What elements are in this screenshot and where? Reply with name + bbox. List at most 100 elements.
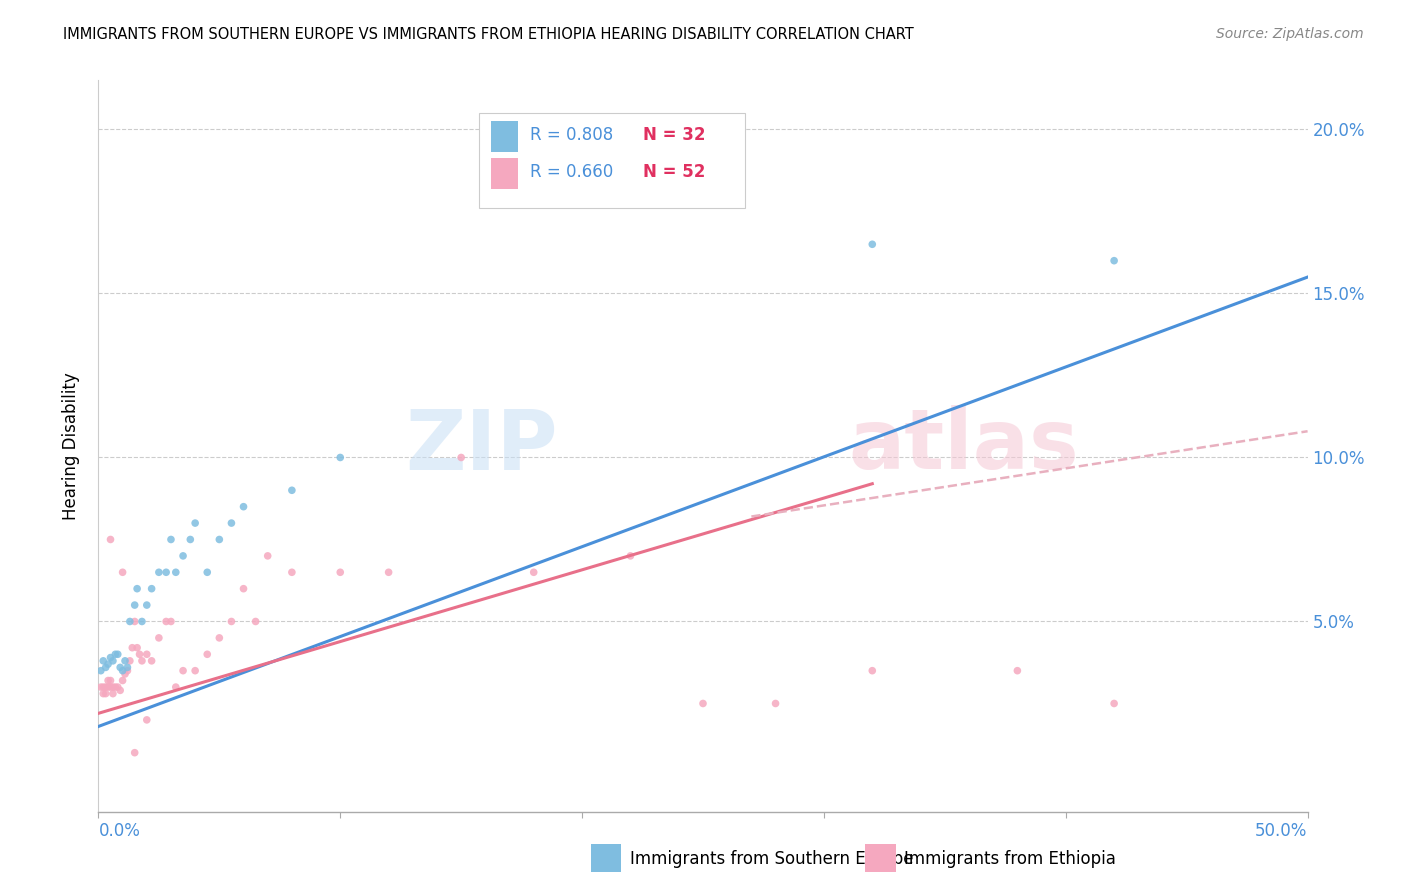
Point	[148, 566, 170, 580]
Point	[179, 533, 201, 547]
Text: IMMIGRANTS FROM SOUTHERN EUROPE VS IMMIGRANTS FROM ETHIOPIA HEARING DISABILITY C: IMMIGRANTS FROM SOUTHERN EUROPE VS IMMIG…	[63, 27, 914, 42]
Point	[155, 615, 177, 629]
Point	[184, 516, 207, 530]
Point	[195, 647, 218, 661]
Point	[101, 654, 124, 668]
Point	[523, 566, 546, 580]
Text: ZIP: ZIP	[405, 406, 558, 486]
Point	[114, 654, 136, 668]
Point	[111, 566, 134, 580]
Point	[94, 687, 117, 701]
Text: N = 32: N = 32	[643, 126, 704, 145]
Point	[124, 746, 146, 760]
Point	[281, 566, 304, 580]
Point	[172, 549, 194, 563]
Point	[221, 516, 243, 530]
Point	[160, 615, 183, 629]
Point	[100, 533, 122, 547]
Text: Immigrants from Ethiopia: Immigrants from Ethiopia	[904, 850, 1116, 868]
Text: N = 52: N = 52	[643, 162, 704, 181]
Point	[90, 680, 112, 694]
Point	[1102, 253, 1125, 268]
FancyBboxPatch shape	[492, 158, 517, 188]
Point	[377, 566, 399, 580]
Point	[118, 615, 141, 629]
Point	[329, 450, 352, 465]
Point	[232, 500, 254, 514]
Point	[107, 647, 129, 661]
Point	[100, 650, 122, 665]
Point	[107, 680, 129, 694]
Point	[108, 683, 131, 698]
Text: R = 0.660: R = 0.660	[530, 162, 613, 181]
Point	[221, 615, 243, 629]
Point	[131, 654, 153, 668]
Point	[128, 647, 150, 661]
Point	[1007, 664, 1029, 678]
Point	[860, 237, 883, 252]
Point	[765, 697, 787, 711]
Point	[195, 566, 218, 580]
Point	[97, 680, 120, 694]
Point	[135, 598, 157, 612]
Point	[114, 667, 136, 681]
Point	[91, 654, 114, 668]
Point	[127, 582, 149, 596]
Text: 0.0%: 0.0%	[98, 822, 141, 839]
Point	[860, 664, 883, 678]
Point	[692, 697, 714, 711]
Point	[208, 533, 231, 547]
Point	[131, 615, 153, 629]
Point	[117, 664, 139, 678]
Point	[108, 660, 131, 674]
Point	[245, 615, 267, 629]
Point	[117, 660, 139, 674]
Point	[94, 660, 117, 674]
Point	[450, 450, 472, 465]
Point	[101, 687, 124, 701]
Point	[90, 664, 112, 678]
Point	[101, 680, 124, 694]
Text: R = 0.808: R = 0.808	[530, 126, 613, 145]
Point	[1102, 697, 1125, 711]
Text: 50.0%: 50.0%	[1256, 822, 1308, 839]
Point	[111, 664, 134, 678]
Point	[160, 533, 183, 547]
FancyBboxPatch shape	[479, 113, 745, 209]
Text: atlas: atlas	[848, 406, 1078, 486]
Point	[91, 687, 114, 701]
Point	[100, 680, 122, 694]
Point	[91, 680, 114, 694]
Point	[141, 582, 163, 596]
Point	[135, 647, 157, 661]
Point	[118, 654, 141, 668]
Point	[111, 673, 134, 688]
Text: Immigrants from Southern Europe: Immigrants from Southern Europe	[630, 850, 914, 868]
Point	[281, 483, 304, 498]
Point	[165, 680, 187, 694]
Point	[172, 664, 194, 678]
FancyBboxPatch shape	[492, 121, 517, 152]
Point	[155, 566, 177, 580]
Point	[104, 680, 127, 694]
Point	[256, 549, 278, 563]
Point	[208, 631, 231, 645]
Point	[127, 640, 149, 655]
Point	[184, 664, 207, 678]
Text: Source: ZipAtlas.com: Source: ZipAtlas.com	[1216, 27, 1364, 41]
Point	[124, 598, 146, 612]
Y-axis label: Hearing Disability: Hearing Disability	[62, 372, 80, 520]
Point	[104, 647, 127, 661]
Point	[232, 582, 254, 596]
Point	[97, 673, 120, 688]
Point	[619, 549, 641, 563]
Point	[329, 566, 352, 580]
Point	[148, 631, 170, 645]
Point	[100, 673, 122, 688]
Point	[97, 657, 120, 672]
Point	[94, 680, 117, 694]
Point	[141, 654, 163, 668]
Point	[165, 566, 187, 580]
Point	[124, 615, 146, 629]
Point	[121, 640, 143, 655]
